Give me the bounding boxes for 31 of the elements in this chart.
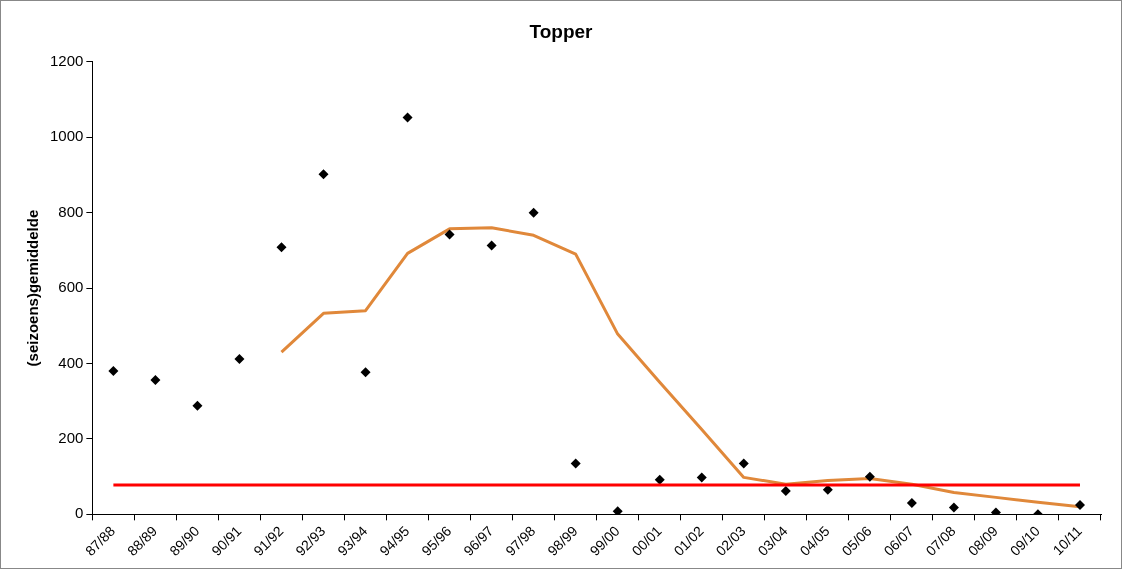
point — [906, 498, 917, 509]
point — [738, 458, 749, 469]
point — [990, 507, 1001, 515]
y-tick-label: 600 — [58, 278, 84, 296]
point — [570, 458, 581, 469]
point — [864, 471, 875, 482]
point — [1074, 499, 1085, 510]
point — [654, 474, 665, 485]
chart-title: Topper — [529, 20, 594, 42]
y-tick-label: 0 — [75, 504, 84, 522]
point — [444, 229, 455, 240]
point — [192, 400, 203, 411]
point — [780, 485, 791, 496]
point — [948, 502, 959, 513]
y-axis-title: (seizoens)gemiddelde — [24, 209, 42, 367]
point — [108, 366, 119, 377]
y-tick-label: 1200 — [49, 51, 84, 69]
point — [150, 375, 161, 386]
point — [318, 169, 329, 180]
y-tick-label: 200 — [58, 429, 84, 447]
point — [276, 242, 287, 253]
y-tick-label: 1000 — [49, 127, 84, 145]
y-tick-label: 400 — [58, 353, 84, 371]
point — [360, 367, 371, 378]
point — [696, 472, 707, 483]
point — [234, 353, 245, 364]
y-tick-label: 800 — [58, 202, 84, 220]
point — [486, 240, 497, 251]
point — [612, 506, 623, 515]
point — [402, 112, 413, 123]
point — [528, 207, 539, 218]
